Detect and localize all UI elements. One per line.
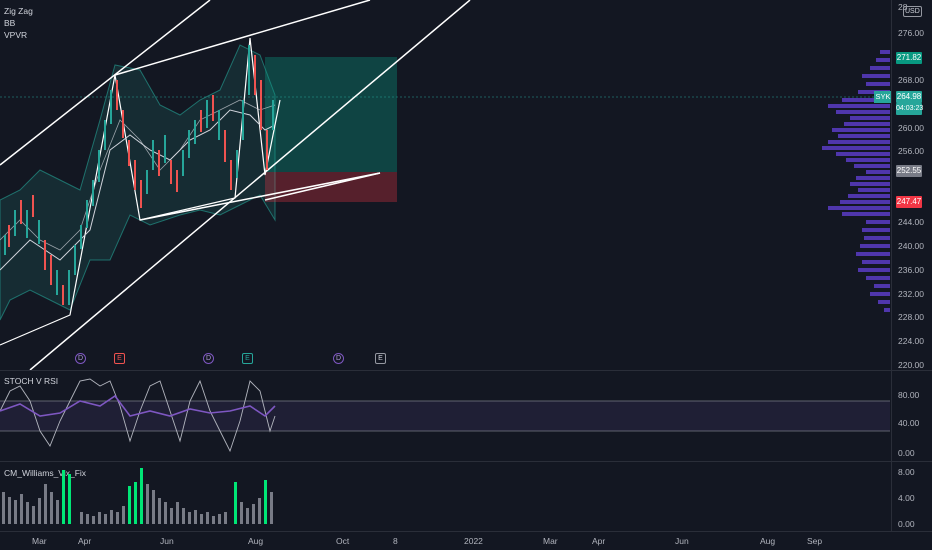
price-tick: 276.00 bbox=[898, 28, 924, 38]
time-tick: Jun bbox=[160, 536, 174, 546]
stoch-tick: 80.00 bbox=[898, 390, 920, 400]
countdown-tag: 04:03:23 bbox=[896, 103, 923, 115]
vix-tick: 0.00 bbox=[898, 519, 915, 529]
symbol-tag: SYK bbox=[874, 91, 892, 103]
time-tick: Jun bbox=[675, 536, 689, 546]
stoch-tick: 0.00 bbox=[898, 448, 915, 458]
vix-title[interactable]: CM_Williams_Vix_Fix bbox=[4, 468, 87, 478]
price-tick: 228.00 bbox=[898, 312, 924, 322]
time-tick: 8 bbox=[393, 536, 398, 546]
price-tick: 256.00 bbox=[898, 146, 924, 156]
dividend-event-icon[interactable]: D bbox=[203, 353, 214, 364]
stoch-tick: 40.00 bbox=[898, 418, 920, 428]
price-tick-clipped: 28 bbox=[898, 2, 908, 12]
last-price-tag: 264.98 bbox=[896, 91, 922, 103]
entry-price-tag: 252.55 bbox=[896, 165, 922, 177]
time-axis-border bbox=[0, 531, 932, 532]
price-tick: 220.00 bbox=[898, 360, 924, 370]
earnings-event-icon[interactable]: E bbox=[242, 353, 253, 364]
price-tick: 236.00 bbox=[898, 265, 924, 275]
price-tick: 224.00 bbox=[898, 336, 924, 346]
pane-divider[interactable] bbox=[0, 461, 932, 462]
price-tick: 232.00 bbox=[898, 289, 924, 299]
dividend-event-icon[interactable]: D bbox=[75, 353, 86, 364]
time-tick: Apr bbox=[592, 536, 606, 546]
time-tick: Sep bbox=[807, 536, 823, 546]
vix-tick: 8.00 bbox=[898, 467, 915, 477]
time-tick: Aug bbox=[760, 536, 776, 546]
stoch-title[interactable]: STOCH V RSI bbox=[4, 376, 59, 386]
price-chart[interactable] bbox=[0, 0, 890, 370]
price-tick: 260.00 bbox=[898, 123, 924, 133]
earnings-event-icon[interactable]: E bbox=[114, 353, 125, 364]
time-tick: Oct bbox=[336, 536, 350, 546]
volume-profile bbox=[822, 50, 890, 312]
dividend-event-icon[interactable]: D bbox=[333, 353, 344, 364]
pane-divider[interactable] bbox=[0, 370, 932, 371]
vix-pane[interactable] bbox=[0, 462, 890, 528]
bb-label[interactable]: BB bbox=[4, 18, 16, 28]
vpvr-label[interactable]: VPVR bbox=[4, 30, 28, 40]
time-tick: Apr bbox=[78, 536, 92, 546]
currency-badge[interactable]: USD bbox=[903, 6, 922, 17]
price-tick: 268.00 bbox=[898, 75, 924, 85]
candles bbox=[4, 45, 274, 305]
time-tick: Mar bbox=[543, 536, 558, 546]
price-tick: 244.00 bbox=[898, 217, 924, 227]
vix-tick: 4.00 bbox=[898, 493, 915, 503]
stop-price-tag: 247.47 bbox=[896, 196, 922, 208]
target-price-tag: 271.82 bbox=[896, 52, 922, 64]
zigzag-label[interactable]: Zig Zag bbox=[4, 6, 33, 16]
earnings-event-icon[interactable]: E bbox=[375, 353, 386, 364]
price-tick: 240.00 bbox=[898, 241, 924, 251]
price-axis-border bbox=[891, 0, 892, 532]
stoch-pane[interactable] bbox=[0, 371, 890, 461]
time-tick: Aug bbox=[248, 536, 264, 546]
time-tick: 2022 bbox=[464, 536, 483, 546]
time-tick: Mar bbox=[32, 536, 47, 546]
